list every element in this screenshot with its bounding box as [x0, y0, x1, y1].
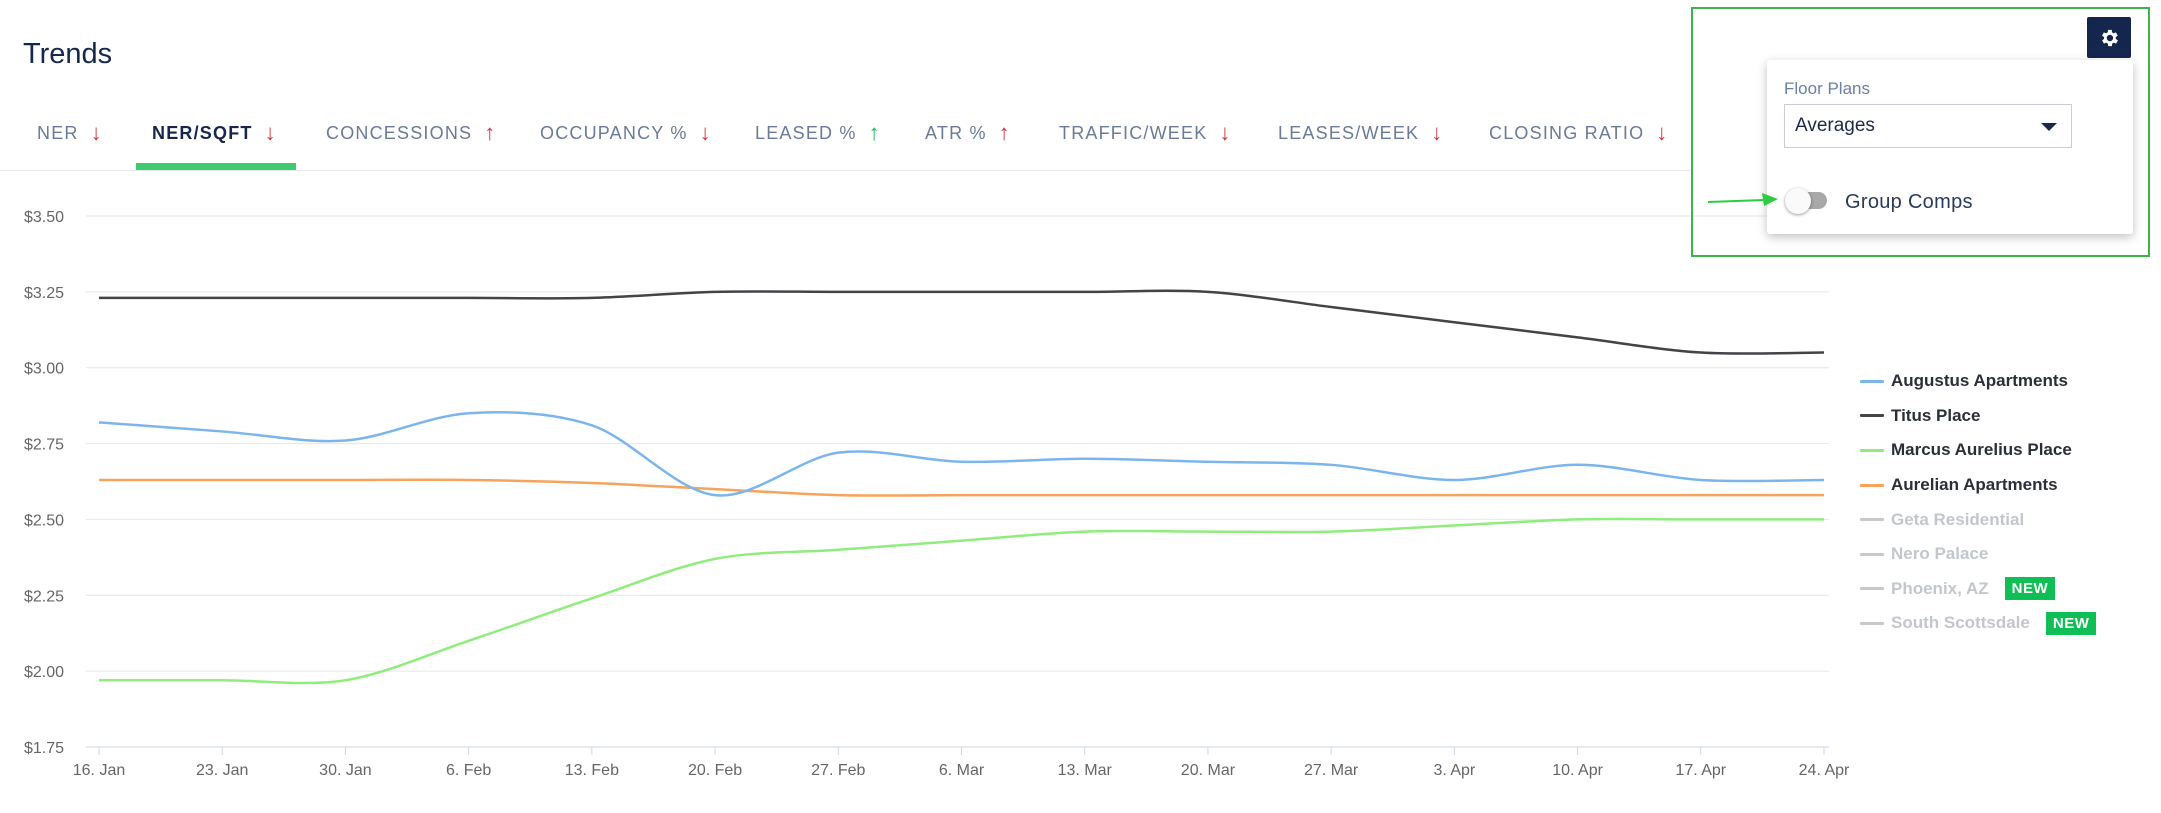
legend-swatch: [1860, 448, 1884, 452]
tabs-divider: [0, 170, 1690, 171]
toggle-knob: [1785, 188, 1811, 214]
gear-icon: [2102, 29, 2118, 46]
settings-button[interactable]: [2087, 17, 2131, 58]
legend-swatch: [1860, 379, 1884, 383]
x-tick-label: 30. Jan: [319, 762, 371, 779]
arrow-down-icon: ↓: [699, 120, 712, 145]
group-comps-toggle[interactable]: [1785, 188, 1827, 214]
legend-item[interactable]: Nero Palace: [1860, 537, 2096, 572]
tab-ner[interactable]: NER ↓: [37, 110, 103, 156]
x-tick-label: 3. Apr: [1433, 762, 1475, 779]
legend-item[interactable]: South Scottsdale NEW: [1860, 606, 2097, 641]
y-tick-label: $2.00: [24, 664, 64, 681]
tab-ner-sqft[interactable]: NER/SQFT ↓: [152, 110, 277, 156]
x-tick-label: 13. Feb: [565, 762, 619, 779]
legend-swatch: [1860, 483, 1884, 487]
x-tick-label: 13. Mar: [1058, 762, 1113, 779]
group-comps-label: Group Comps: [1845, 191, 1973, 213]
tab-occupancy[interactable]: OCCUPANCY % ↓: [540, 110, 712, 156]
floor-plans-select[interactable]: Averages: [1784, 104, 2072, 148]
series-line-titus-place: [99, 289, 1825, 355]
tab-atr[interactable]: ATR % ↑: [925, 110, 1011, 156]
tab-leased[interactable]: LEASED % ↑: [755, 110, 881, 156]
tab-label: TRAFFIC/WEEK: [1059, 122, 1208, 143]
legend-swatch: [1860, 414, 1884, 418]
y-tick-label: $3.00: [24, 361, 64, 378]
legend-item[interactable]: Geta Residential: [1860, 502, 2096, 537]
arrow-down-icon: ↓: [1656, 120, 1669, 145]
series-line-aurelian-apartments: [99, 478, 1824, 497]
tab-closing-ratio[interactable]: CLOSING RATIO ↓: [1489, 110, 1669, 156]
x-tick-label: 27. Feb: [811, 762, 865, 779]
legend-label: South Scottsdale: [1891, 613, 2030, 633]
legend-label: Aurelian Apartments: [1891, 475, 2058, 495]
chart-legend: Augustus Apartments Titus Place Marcus A…: [1860, 364, 2097, 641]
arrow-down-icon: ↓: [90, 120, 103, 145]
legend-swatch: [1860, 552, 1884, 556]
legend-label: Geta Residential: [1891, 509, 2025, 529]
legend-label: Titus Place: [1891, 405, 1981, 425]
new-badge: NEW: [2004, 577, 2056, 601]
series-line-marcus-aurelius-place: [99, 517, 1824, 685]
legend-swatch: [1860, 587, 1884, 591]
series-line-augustus-apartments: [98, 411, 1825, 497]
legend-label: Augustus Apartments: [1891, 371, 2068, 391]
floor-plans-label: Floor Plans: [1784, 79, 1870, 98]
y-tick-label: $2.25: [24, 588, 64, 605]
x-tick-label: 20. Feb: [688, 762, 742, 779]
tab-leases-week[interactable]: LEASES/WEEK ↓: [1278, 110, 1443, 156]
tab-label: OCCUPANCY %: [540, 122, 688, 143]
legend-item[interactable]: Marcus Aurelius Place: [1860, 433, 2096, 468]
tab-label: CONCESSIONS: [326, 122, 473, 143]
x-tick-label: 27. Mar: [1304, 762, 1359, 779]
x-tick-label: 6. Feb: [446, 762, 491, 779]
x-tick-label: 16. Jan: [73, 762, 125, 779]
tab-label: CLOSING RATIO: [1489, 122, 1645, 143]
y-tick-label: $1.75: [24, 740, 64, 757]
trend-chart: $3.50 $3.25 $3.00 $2.75 $2.50 $2.25 $2.00 $1.75…: [24, 209, 1850, 779]
legend-label: Marcus Aurelius Place: [1891, 440, 2072, 460]
x-tick-label: 23. Jan: [196, 762, 248, 779]
arrow-up-icon: ↑: [998, 120, 1011, 145]
tab-label: LEASED %: [755, 122, 857, 143]
y-tick-label: $2.50: [24, 512, 64, 529]
x-tick-label: 20. Mar: [1181, 762, 1236, 779]
arrow-down-icon: ↓: [1431, 120, 1444, 145]
tab-concessions[interactable]: CONCESSIONS ↑: [326, 110, 496, 156]
arrow-up-icon: ↑: [484, 120, 497, 145]
page-title: Trends: [23, 38, 113, 70]
arrow-down-icon: ↓: [1219, 120, 1232, 145]
arrow-down-icon: ↓: [264, 120, 277, 145]
legend-label: Phoenix, AZ: [1891, 578, 1989, 598]
arrow-up-icon: ↑: [868, 120, 881, 145]
tab-label: NER/SQFT: [152, 122, 253, 143]
x-tick-label: 6. Mar: [939, 762, 985, 779]
legend-swatch: [1860, 621, 1884, 625]
tab-label: LEASES/WEEK: [1278, 122, 1420, 143]
legend-item[interactable]: Phoenix, AZ NEW: [1860, 572, 2096, 607]
legend-item[interactable]: Augustus Apartments: [1860, 364, 2096, 399]
y-tick-label: $2.75: [24, 437, 64, 454]
settings-panel: Floor Plans Averages Group Comps: [1767, 60, 2133, 234]
caret-down-icon: [2041, 123, 2057, 131]
annotation-arrow-icon: [1707, 193, 1778, 206]
y-tick-label: $3.25: [24, 285, 64, 302]
x-tick-label: 10. Apr: [1552, 762, 1603, 779]
floor-plans-value: Averages: [1795, 115, 1875, 136]
active-tab-indicator: [136, 163, 296, 170]
legend-item[interactable]: Titus Place: [1860, 399, 2096, 434]
legend-swatch: [1860, 518, 1884, 522]
highlight-box: [1691, 7, 2150, 257]
tab-label: NER: [37, 122, 79, 143]
legend-item[interactable]: Aurelian Apartments: [1860, 468, 2096, 503]
y-tick-label: $3.50: [24, 209, 64, 226]
x-tick-label: 24. Apr: [1799, 762, 1850, 779]
tab-traffic-week[interactable]: TRAFFIC/WEEK ↓: [1059, 110, 1232, 156]
legend-label: Nero Palace: [1891, 544, 1989, 564]
new-badge: NEW: [2045, 611, 2097, 635]
tab-label: ATR %: [925, 122, 987, 143]
x-tick-label: 17. Apr: [1675, 762, 1726, 779]
